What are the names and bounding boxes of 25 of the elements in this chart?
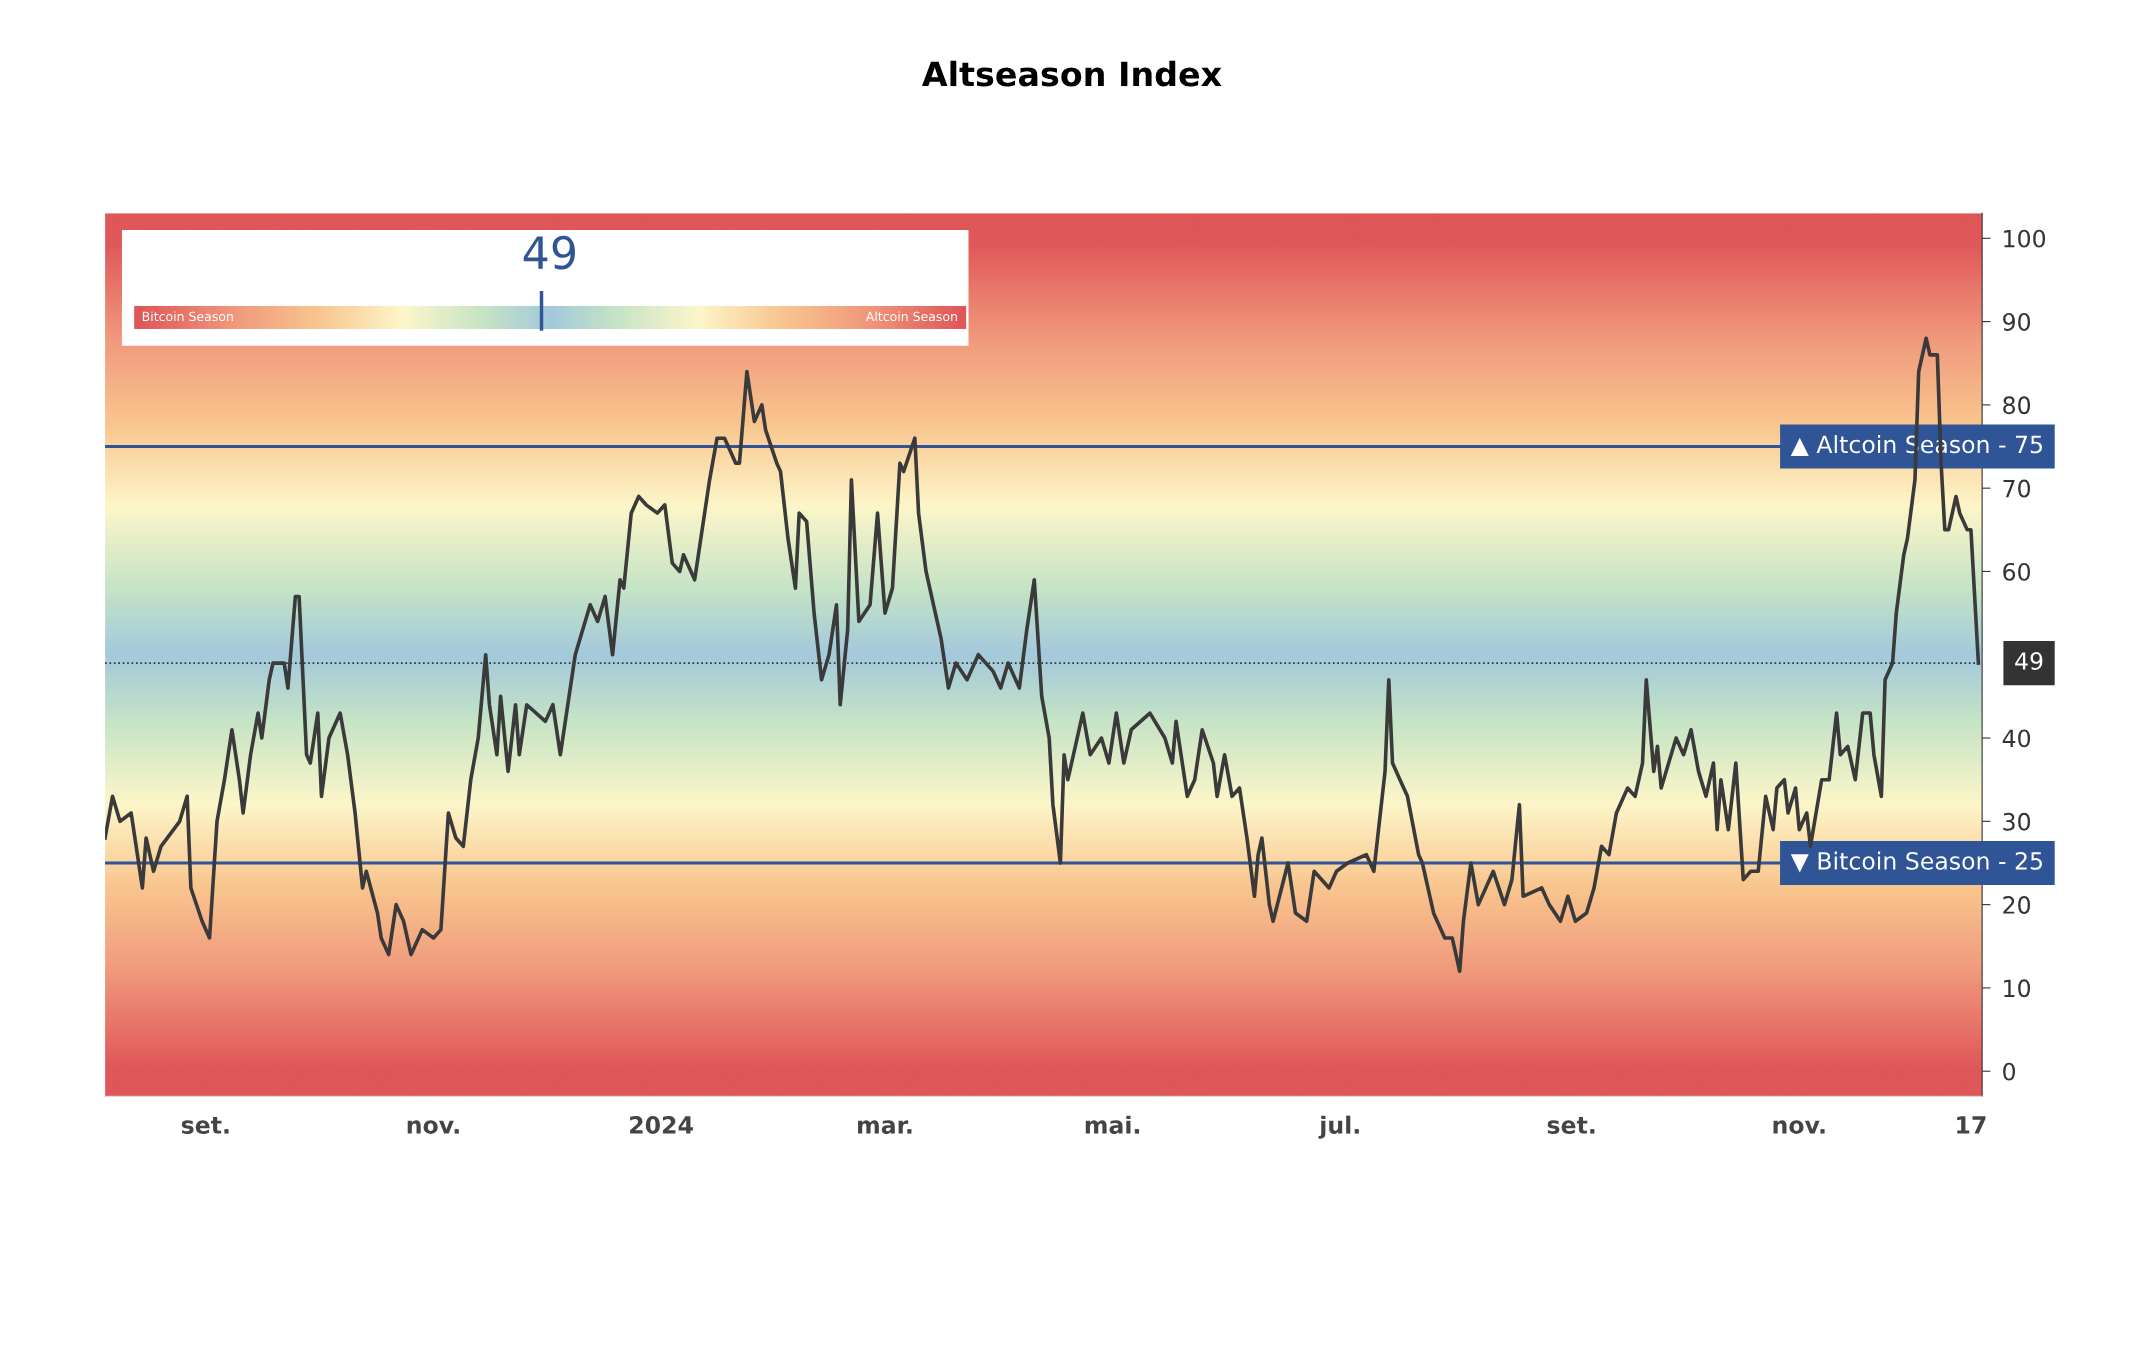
annotation: Altcoin Season xyxy=(865,311,957,322)
annotation: Bitcoin Season xyxy=(142,311,233,322)
y-tick-label: 0 xyxy=(2003,1062,2016,1081)
y-tick-label: 80 xyxy=(2003,396,2031,415)
x-tick-label: mai. xyxy=(1085,1115,1140,1134)
x-tick-label: set. xyxy=(1547,1117,1595,1134)
x-tick-label: 17 xyxy=(1957,1116,1986,1134)
y-tick-label: 100 xyxy=(2004,229,2046,248)
y-tick-label: 60 xyxy=(2003,562,2031,581)
ref-line-label: ▼ Bitcoin Season - 25 xyxy=(1790,851,2043,873)
chart-title: Altseason Index xyxy=(922,60,1222,87)
ref-line-label: 49 xyxy=(2015,652,2043,670)
x-tick-label: set. xyxy=(181,1117,229,1134)
x-tick-label: nov. xyxy=(407,1120,459,1134)
y-tick-label: 30 xyxy=(2003,812,2031,831)
x-tick-label: nov. xyxy=(1773,1120,1825,1134)
y-tick-label: 10 xyxy=(2004,979,2031,998)
y-tick-label: 40 xyxy=(2002,729,2031,748)
x-tick-label: jul. xyxy=(1318,1115,1359,1139)
y-tick-label: 90 xyxy=(2003,313,2031,331)
annotation: 49 xyxy=(523,235,575,270)
x-tick-label: mar. xyxy=(858,1120,912,1134)
y-tick-label: 20 xyxy=(2003,896,2031,914)
y-tick-label: 70 xyxy=(2003,479,2031,498)
x-tick-label: 2024 xyxy=(630,1116,693,1134)
